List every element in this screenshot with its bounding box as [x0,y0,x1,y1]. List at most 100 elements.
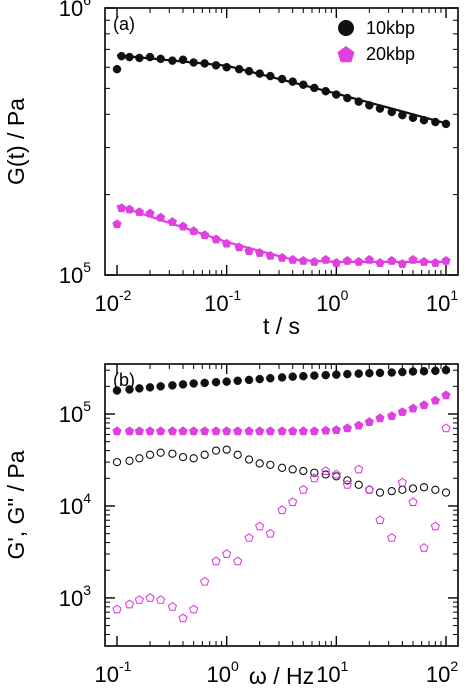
data-point [277,505,287,515]
data-point [277,373,287,382]
data-point [441,255,451,265]
data-point [431,366,440,376]
series-20kbp [112,203,451,268]
data-point [178,55,188,64]
series-circle-open [112,445,451,497]
data-point [265,250,275,260]
data-point [156,448,165,457]
data-point [124,426,135,436]
data-point [387,411,397,421]
data-point [408,484,418,493]
data-point [125,385,134,394]
y-tick-label: 103 [59,582,91,611]
data-point [244,375,254,385]
data-point [135,454,144,463]
series-10kbp [112,51,451,129]
data-point [134,207,145,217]
data-point [244,66,254,76]
y-tick-base: 10 [59,586,83,611]
data-point [221,426,232,436]
data-point [155,212,166,222]
data-point [310,83,319,93]
x-tick-exponent: 2 [450,658,458,674]
data-point [112,219,122,229]
data-point [255,459,264,468]
data-point [244,532,254,542]
data-point [387,532,397,542]
data-point [178,452,188,462]
data-point [441,488,451,497]
data-point [200,59,209,68]
data-point [342,255,353,265]
data-point [145,450,155,459]
data-point [298,255,308,265]
data-point [309,256,319,266]
data-point [387,255,397,265]
data-point [222,445,231,454]
data-point [117,51,126,61]
data-point [408,254,418,264]
data-point [343,369,352,379]
data-point [288,372,297,381]
data-point [441,119,451,129]
panel-label: (b) [113,370,135,390]
data-point [354,480,363,489]
x-tick-label: 10-1 [204,287,241,316]
y-axis-label: G', G'' / Pa [3,450,29,559]
data-point [310,468,319,477]
data-point [354,369,363,378]
data-point [331,257,342,267]
data-point [299,80,308,89]
data-point [397,407,408,417]
series-20kbp [112,390,451,436]
y-tick-base: 10 [59,402,83,427]
data-point [375,515,385,525]
data-point [255,247,265,257]
data-point [408,367,418,376]
data-point [398,367,407,377]
data-point [266,373,275,383]
y-tick-exponent: 4 [83,490,91,506]
data-point [189,454,198,463]
data-point [288,465,297,474]
data-point [112,457,122,467]
x-axis-label: ω / Hz [249,663,314,689]
data-point [145,426,155,436]
data-point [234,64,244,74]
data-point [375,488,385,497]
plot-frame [104,363,459,647]
data-point [211,234,221,244]
data-point [189,379,198,388]
data-point [168,449,177,458]
y-tick-label: 105 [59,398,91,427]
data-point [408,403,418,413]
data-point [211,446,221,455]
data-point [364,417,375,426]
data-point [309,473,319,483]
data-point [441,423,451,433]
data-point [343,93,352,103]
data-point [112,386,122,395]
data-point [430,521,441,531]
data-point [145,593,155,602]
data-point [266,71,275,81]
data-point [188,226,199,236]
x-tick-label: 102 [426,658,458,687]
data-point [112,426,122,436]
legend-label: 10kbp [366,18,415,38]
data-point [168,381,177,390]
y-tick-exponent: 5 [83,398,91,414]
data-point [145,52,155,62]
data-point [441,390,451,400]
y-tick-exponent: 6 [83,0,91,8]
data-point [331,469,341,479]
data-point [375,104,385,113]
data-point [266,460,275,470]
y-tick-label: 104 [59,490,91,519]
data-point [299,371,308,381]
data-point [332,370,341,379]
data-point [233,450,242,459]
data-point [343,476,352,485]
data-point [199,230,210,240]
